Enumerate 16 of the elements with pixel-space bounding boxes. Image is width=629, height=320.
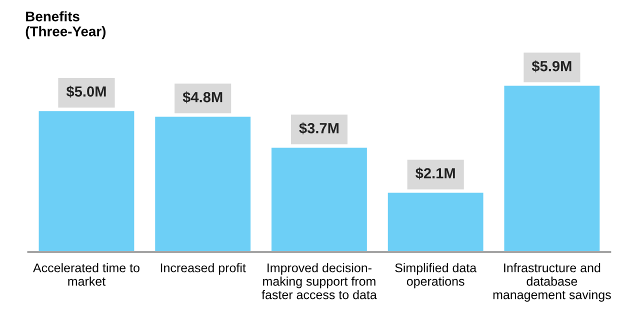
bar — [38, 111, 134, 252]
x-tick-label: Infrastructure and database management savings — [493, 263, 611, 302]
bar — [504, 86, 600, 252]
x-tick-label: Increased profit — [160, 263, 246, 275]
data-label: $3.7M — [299, 122, 339, 134]
data-label: $4.8M — [182, 91, 222, 104]
x-tick-label: Improved decision- making support from faster access to data — [262, 263, 377, 300]
data-label: $2.1M — [416, 167, 455, 180]
x-tick-label: Accelerated time to market — [33, 263, 140, 286]
x-tick-label: Simplified data operations — [395, 263, 477, 288]
bar — [388, 192, 484, 252]
chart-title: Benefits (Three-Year) — [26, 11, 106, 40]
bar — [272, 148, 367, 252]
bar — [155, 116, 251, 252]
data-label: $5.9M — [532, 60, 572, 72]
data-label: $5.0M — [66, 86, 106, 98]
